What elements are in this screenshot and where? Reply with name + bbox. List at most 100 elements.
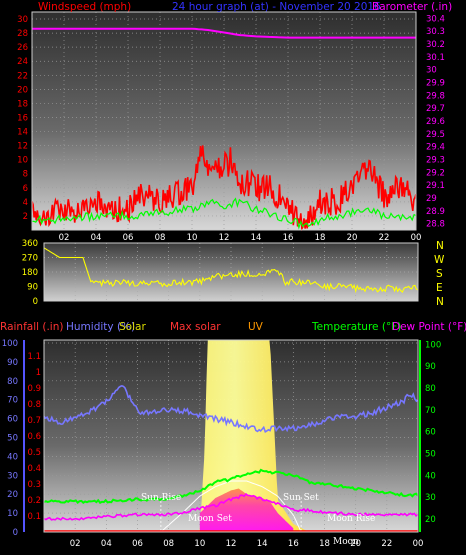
barometer-tick-label: 30	[426, 66, 437, 76]
moon-set-label: Moon Set	[188, 514, 232, 524]
x-tick-label: 22	[381, 539, 392, 549]
compass-w: W	[434, 254, 445, 266]
direction-tick-label: 270	[22, 254, 38, 264]
wind-tick-label: 2	[23, 212, 28, 222]
wind-average-line	[31, 197, 417, 230]
humidity-tick-label: 100	[2, 339, 18, 349]
x-tick-label: 00	[413, 539, 424, 549]
lower-panel-border	[43, 339, 419, 533]
x-tick-label: 20	[350, 539, 361, 549]
x-tick-label: 16	[283, 233, 294, 243]
humidity-tick-label: 80	[7, 377, 18, 387]
x-tick-label: 10	[187, 233, 198, 243]
compass-s: S	[436, 268, 443, 280]
wind-tick-label: 4	[23, 198, 28, 208]
direction-tick-label: 360	[22, 239, 38, 249]
humidity-tick-label: 90	[7, 358, 18, 368]
barometer-tick-label: 29	[426, 194, 437, 204]
x-tick-label: 14	[257, 539, 268, 549]
sun-rise-label: Sun Rise	[141, 493, 181, 503]
direction-tick-label: 90	[27, 283, 38, 293]
x-tick-label: 06	[132, 539, 143, 549]
x-tick-label: 08	[163, 539, 174, 549]
barometer-tick-label: 30.2	[426, 40, 445, 50]
rain-tick-label: 0.6	[27, 432, 41, 442]
moon-bottom-label: Moon	[333, 537, 359, 547]
barometer-tick-label: 29.3	[426, 155, 445, 165]
wind-tick-label: 8	[23, 170, 28, 180]
barometer-tick-label: 29.1	[426, 181, 445, 191]
rain-tick-label: 0.1	[27, 512, 41, 522]
solar-title: Solar	[119, 321, 146, 333]
wind-tick-label: 16	[17, 113, 28, 123]
x-tick-label: 12	[226, 539, 237, 549]
direction-grid	[44, 242, 419, 302]
temp-tick-label: 30	[425, 493, 436, 503]
x-tick-label: 02	[59, 233, 70, 243]
rain-tick-label: 1.1	[27, 352, 41, 362]
temp-tick-label: 90	[425, 362, 436, 372]
temp-tick-label: 40	[425, 471, 436, 481]
dewpoint-title: Dew Point (°F)	[392, 321, 466, 333]
windspeed-line	[31, 145, 417, 232]
temperature-title: Temperature (°F)	[311, 321, 401, 333]
temp-tick-label: 60	[425, 428, 436, 438]
wind-direction-line	[43, 247, 419, 294]
barometer-axis-title: Barometer (.in)	[372, 1, 452, 13]
barometer-tick-label: 29.8	[426, 91, 445, 101]
barometer-tick-label: 29.6	[426, 117, 445, 127]
x-tick-label: 04	[91, 233, 102, 243]
barometer-tick-label: 29.5	[426, 130, 445, 140]
rain-tick-label: 0.2	[27, 496, 41, 506]
wind-tick-label: 22	[17, 71, 28, 81]
barometer-tick-label: 28.9	[426, 207, 445, 217]
rain-tick-label: 0.8	[27, 400, 41, 410]
wind-series	[31, 27, 417, 232]
sun-set-label: Sun Set	[283, 493, 319, 503]
direction-series	[43, 247, 419, 294]
x-tick-label: 18	[315, 233, 326, 243]
wind-tick-label: 18	[17, 99, 28, 109]
wind-tick-label: 6	[23, 184, 28, 194]
direction-panel-border	[43, 242, 419, 302]
chart-title: 24 hour graph (at) - November 20 2016	[172, 1, 381, 13]
barometer-tick-label: 30.1	[426, 53, 445, 63]
humidity-tick-label: 20	[7, 490, 18, 500]
barometer-tick-label: 30.4	[426, 14, 445, 24]
humidity-tick-label: 60	[7, 415, 18, 425]
humidity-title: Humidity (%)	[66, 321, 135, 333]
barometer-tick-label: 29.9	[426, 79, 445, 89]
temp-tick-label: 80	[425, 384, 436, 394]
temp-tick-label: 50	[425, 449, 436, 459]
barometer-tick-label: 29.4	[426, 143, 445, 153]
humidity-line	[43, 385, 419, 433]
x-tick-label: 08	[155, 233, 166, 243]
x-tick-label: 18	[319, 539, 330, 549]
x-tick-label: 14	[251, 233, 262, 243]
x-tick-label: 16	[288, 539, 299, 549]
barometer-line	[32, 27, 416, 39]
dewpoint-line	[43, 492, 419, 521]
rain-tick-label: 1	[36, 368, 41, 378]
compass-e: E	[436, 282, 443, 294]
rain-tick-label: 0.4	[27, 464, 41, 474]
x-tick-label: 20	[347, 233, 358, 243]
uv-area	[199, 488, 294, 532]
barometer-tick-label: 30.3	[426, 27, 445, 37]
barometer-tick-label: 29.7	[426, 104, 445, 114]
rain-tick-label: 0.5	[27, 448, 41, 458]
wind-tick-label: 24	[17, 57, 28, 67]
wind-panel-border	[31, 11, 417, 231]
wind-tick-label: 30	[17, 15, 28, 25]
humidity-tick-label: 30	[7, 471, 18, 481]
wind-tick-label: 14	[17, 128, 28, 138]
wind-tick-label: 20	[17, 85, 28, 95]
barometer-tick-label: 29.2	[426, 168, 445, 178]
max-solar-title: Max solar	[170, 321, 221, 333]
temp-tick-label: 70	[425, 406, 436, 416]
compass-n-bottom: N	[436, 296, 444, 308]
lower-series	[43, 385, 419, 532]
temp-tick-label: 100	[425, 340, 441, 350]
